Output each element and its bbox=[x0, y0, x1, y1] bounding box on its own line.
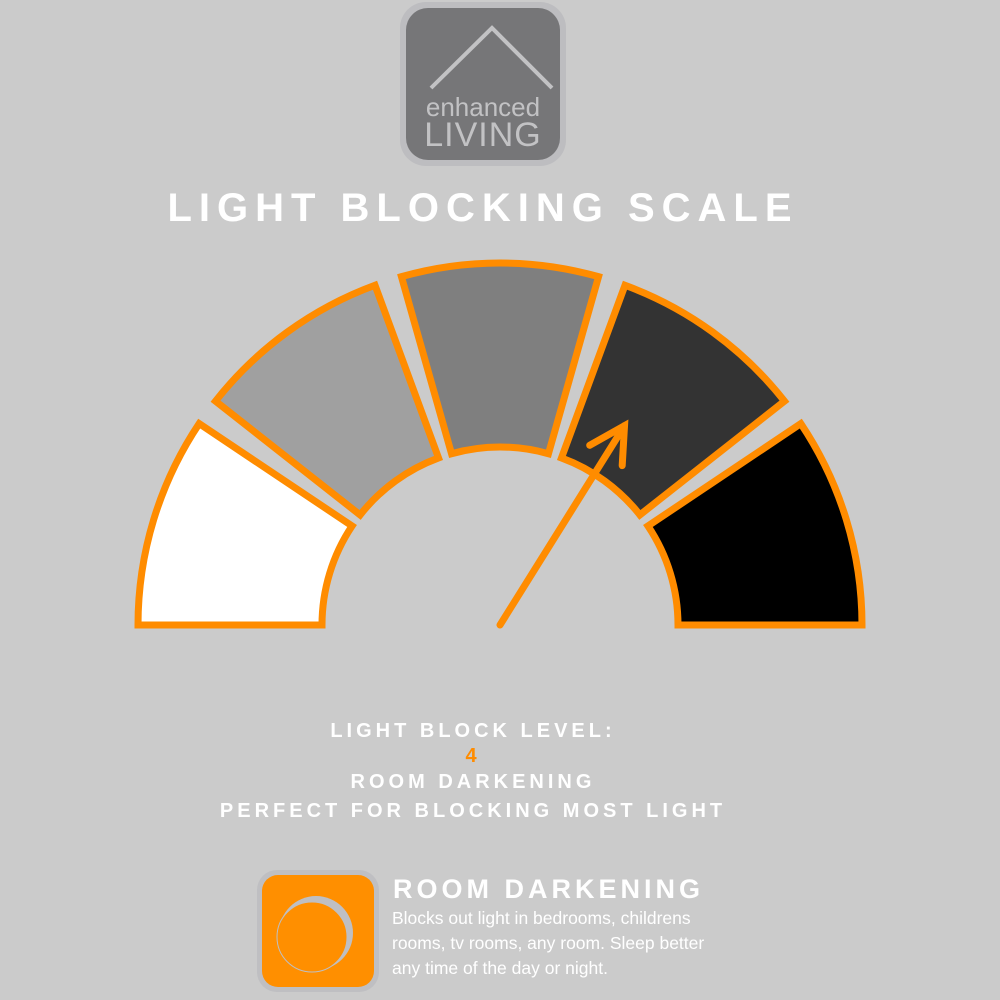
gauge-segment-level-3 bbox=[397, 259, 603, 459]
light-blocking-gauge bbox=[134, 259, 866, 629]
room-darkening-icon-tile bbox=[257, 870, 379, 992]
moon-icon bbox=[276, 896, 353, 973]
gauge-segment-level-2 bbox=[210, 280, 444, 520]
logo-text-enhanced: enhanced bbox=[425, 92, 541, 122]
level-tagline: PERFECT FOR BLOCKING MOST LIGHT bbox=[219, 800, 727, 822]
gauge-segment-level-5 bbox=[643, 418, 866, 629]
feature-title: ROOM DARKENING bbox=[393, 874, 704, 904]
level-label: LIGHT BLOCK LEVEL: bbox=[330, 720, 616, 742]
level-value: 4 bbox=[465, 745, 481, 767]
logo-text-living: LIVING bbox=[424, 116, 542, 154]
feature-description: Blocks out light in bedrooms, childrens … bbox=[392, 908, 705, 978]
gauge-needle-arrow bbox=[496, 419, 629, 629]
enhanced-living-logo: enhanced LIVING bbox=[400, 2, 566, 166]
gauge-segment-level-1 bbox=[134, 418, 357, 629]
gauge-segment-level-4 bbox=[556, 280, 790, 520]
house-roof-icon bbox=[429, 25, 554, 90]
level-name: ROOM DARKENING bbox=[350, 771, 596, 793]
page-title: LIGHT BLOCKING SCALE bbox=[167, 186, 799, 230]
logo-badge: enhanced LIVING bbox=[406, 8, 560, 160]
